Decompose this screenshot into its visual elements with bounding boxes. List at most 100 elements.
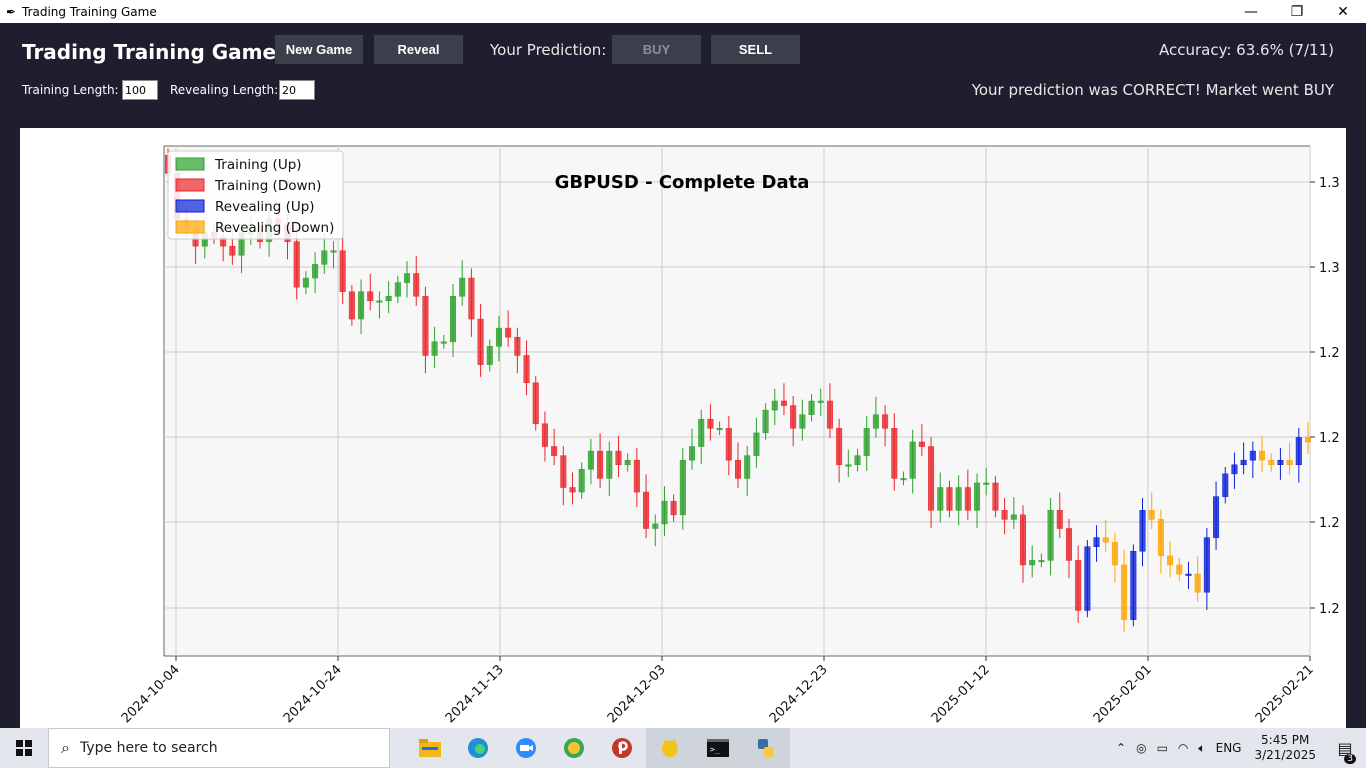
candle-body xyxy=(532,382,539,425)
legend-swatch xyxy=(175,178,205,192)
prediction-label: Your Prediction: xyxy=(490,41,607,59)
y-tick-label: 1.2 xyxy=(1319,516,1340,531)
notification-icon[interactable]: ▤ 3 xyxy=(1329,739,1361,764)
edge-icon[interactable] xyxy=(454,728,502,768)
candle-body xyxy=(1148,510,1155,520)
legend-swatch xyxy=(175,157,205,171)
chevron-up-icon[interactable]: ⌃ xyxy=(1116,741,1127,755)
result-message: Your prediction was CORRECT! Market went… xyxy=(971,81,1334,99)
candle-body xyxy=(348,291,355,320)
candle-body xyxy=(1231,464,1238,475)
candle-body xyxy=(1295,437,1302,465)
volume-icon[interactable]: 🔈︎ xyxy=(1198,740,1206,755)
candle-body xyxy=(495,327,502,347)
candle-body xyxy=(330,250,337,253)
candle-body xyxy=(937,487,944,511)
candle-body xyxy=(1019,514,1027,566)
minimize-button[interactable]: — xyxy=(1244,3,1258,20)
candle-body xyxy=(983,482,990,485)
search-box[interactable]: ⌕ Type here to search xyxy=(48,728,390,768)
candle-body xyxy=(679,459,686,516)
candle-body xyxy=(974,482,981,511)
candle-body xyxy=(376,300,383,303)
candlestick-chart[interactable]: 2024-10-04 2024-10-24 2024-11-13 2024-12-03… xyxy=(20,128,1346,728)
candle-body xyxy=(1102,537,1109,543)
candle-body xyxy=(1111,541,1118,566)
file-explorer-icon[interactable] xyxy=(406,728,454,768)
candle-body xyxy=(918,441,925,447)
candle-body xyxy=(1213,496,1220,538)
candle-body xyxy=(385,296,392,302)
taskbar: ⌕ Type here to search >_ ⌃ ◎ ▭ ◠ 🔈︎ ENG … xyxy=(0,728,1366,768)
clock-date: 3/21/2025 xyxy=(1254,748,1316,762)
candle-body xyxy=(1084,546,1091,611)
zoom-icon[interactable] xyxy=(502,728,550,768)
candle-body xyxy=(514,337,521,356)
candle-body xyxy=(1075,560,1082,611)
candle-body xyxy=(606,450,613,479)
candle-body xyxy=(863,428,870,456)
cat-app-icon[interactable] xyxy=(646,728,694,768)
candle-body xyxy=(753,432,760,456)
candle-body xyxy=(1259,450,1266,461)
candle-body xyxy=(293,241,300,288)
candle-body xyxy=(394,282,401,297)
search-icon: ⌕ xyxy=(61,738,70,757)
python-icon[interactable] xyxy=(742,728,790,768)
close-button[interactable]: ✕ xyxy=(1337,3,1349,20)
candle-body xyxy=(551,446,558,456)
legend-swatch xyxy=(175,199,205,213)
clock[interactable]: 5:45 PM 3/21/2025 xyxy=(1254,733,1316,763)
candle-body xyxy=(652,523,659,529)
candle-body xyxy=(790,405,797,429)
teams-icon[interactable]: ◎ xyxy=(1136,741,1147,755)
candle-body xyxy=(1286,459,1293,466)
legend-swatch xyxy=(175,220,205,234)
psiphon-icon[interactable] xyxy=(598,728,646,768)
candle-body xyxy=(404,273,411,283)
terminal-icon[interactable]: >_ xyxy=(694,728,742,768)
language-indicator[interactable]: ENG xyxy=(1215,741,1242,755)
y-tick-label: 1.2 xyxy=(1319,602,1340,617)
candle-body xyxy=(431,341,438,356)
candle-body xyxy=(413,273,420,297)
candle-body xyxy=(891,428,898,479)
candle-body xyxy=(1304,437,1312,443)
candle-body xyxy=(1139,510,1146,552)
svg-text:>_: >_ xyxy=(710,745,720,754)
battery-icon[interactable]: ▭ xyxy=(1156,741,1168,755)
new-game-button[interactable]: New Game xyxy=(275,35,363,64)
wifi-icon[interactable]: ◠ xyxy=(1177,741,1189,755)
candle-body xyxy=(964,487,971,511)
candle-body xyxy=(845,464,852,467)
x-tick-label: 2025-02-21 xyxy=(1253,662,1317,726)
candle-body xyxy=(468,277,475,320)
candle-body xyxy=(312,264,319,279)
candle-body xyxy=(799,414,806,429)
candle-body xyxy=(1121,564,1128,620)
legend-label: Training (Up) xyxy=(214,157,302,173)
search-placeholder: Type here to search xyxy=(79,740,218,756)
candle-body xyxy=(725,428,732,461)
plot-area xyxy=(163,145,1311,657)
app-area: Trading Training Game New Game Reveal Yo… xyxy=(0,23,1366,728)
buy-button[interactable]: BUY xyxy=(612,35,701,64)
maximize-button[interactable]: ❐ xyxy=(1290,3,1304,20)
x-tick-label: 2024-12-23 xyxy=(767,662,831,726)
x-tick-label: 2025-01-12 xyxy=(929,662,993,726)
candle-body xyxy=(1029,560,1036,566)
candle-body xyxy=(1203,537,1210,593)
candle-body xyxy=(1157,519,1164,557)
sell-button[interactable]: SELL xyxy=(711,35,800,64)
x-tick-label: 2024-10-24 xyxy=(281,662,345,726)
candle-body xyxy=(882,414,889,429)
training-length-input[interactable] xyxy=(122,80,158,100)
revealing-length-input[interactable] xyxy=(279,80,315,100)
candle-body xyxy=(1194,573,1201,593)
y-tick-label: 1.2 xyxy=(1319,346,1340,361)
chart-title: GBPUSD - Complete Data xyxy=(555,172,810,193)
start-button[interactable] xyxy=(0,728,48,768)
metatrader-icon[interactable] xyxy=(550,728,598,768)
reveal-button[interactable]: Reveal xyxy=(374,35,463,64)
system-tray: ⌃ ◎ ▭ ◠ 🔈︎ ENG 5:45 PM 3/21/2025 ▤ 3 xyxy=(1111,728,1366,768)
